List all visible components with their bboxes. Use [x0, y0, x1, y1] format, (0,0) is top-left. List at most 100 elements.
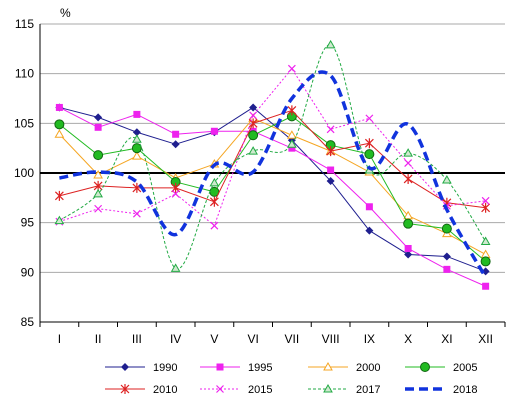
data-point-1995-IX — [365, 203, 373, 211]
data-point-2015-VII — [287, 64, 296, 73]
data-point-2015-IX — [365, 114, 374, 123]
data-point-2017-III — [132, 134, 142, 143]
data-point-2010-I — [54, 190, 64, 201]
data-point-2017-V — [209, 177, 220, 187]
series-line-2000 — [59, 117, 486, 255]
y-tick-label: 95 — [21, 216, 35, 230]
series-1995 — [55, 103, 490, 290]
data-point-2005-IX — [364, 149, 375, 160]
y-tick-label: 110 — [15, 67, 34, 81]
series-line-2005 — [59, 115, 486, 262]
data-point-2015-X — [404, 159, 413, 167]
data-point-2000-I — [54, 129, 65, 138]
legend-swatch-marker — [323, 361, 333, 371]
data-point-1995-VII — [288, 144, 296, 152]
data-point-1990-II — [94, 113, 103, 122]
data-point-2005-III — [131, 143, 142, 154]
series-2018 — [59, 70, 488, 279]
legend-swatch-marker — [216, 363, 224, 371]
data-point-2017-I — [54, 215, 65, 225]
series-line-2017 — [59, 44, 487, 269]
data-point-2015-XII — [481, 196, 490, 205]
data-point-2015-II — [94, 204, 103, 213]
x-tick-label: VIII — [322, 332, 340, 346]
x-tick-label: X — [404, 332, 412, 346]
data-point-1995-I — [55, 103, 63, 111]
legend-item-2017: 2017 — [308, 383, 380, 396]
data-point-2015-VIII — [326, 125, 335, 134]
data-point-2010-IX — [364, 138, 374, 149]
series-line-2018 — [59, 70, 488, 279]
data-point-2010-X — [403, 173, 413, 184]
series-line-2015 — [59, 68, 486, 227]
series-line-2010 — [59, 109, 486, 209]
y-tick-label: 115 — [15, 17, 34, 31]
data-point-1990-VI — [249, 103, 258, 112]
data-point-2017-VII — [287, 139, 297, 148]
legend-label: 2015 — [248, 384, 272, 396]
legend-item-2015: 2015 — [200, 384, 272, 396]
data-point-2005-I — [54, 119, 65, 130]
legend: 1990 1995 2000 2005 2010 2015 2017 2018 — [105, 361, 477, 396]
data-point-1995-V — [210, 127, 218, 135]
data-point-2005-II — [93, 150, 104, 161]
legend-item-2000: 2000 — [308, 361, 380, 374]
data-point-2017-XII — [480, 236, 491, 246]
legend-item-1990: 1990 — [105, 362, 177, 374]
legend-label: 1995 — [248, 362, 272, 374]
legend-item-2010: 2010 — [105, 384, 177, 396]
data-point-1995-III — [133, 110, 141, 118]
legend-swatch-marker — [216, 385, 224, 393]
data-point-1995-XII — [482, 282, 490, 290]
data-point-2017-II — [93, 188, 103, 198]
series-2010 — [54, 105, 491, 213]
y-tick-label: 105 — [14, 116, 34, 130]
x-tick-label: IX — [364, 332, 375, 346]
data-point-2017-IV — [170, 263, 181, 272]
x-tick-label: V — [210, 332, 218, 346]
x-tick-label: III — [132, 332, 142, 346]
data-point-2000-VII — [287, 130, 297, 139]
y-tick-label: 85 — [21, 315, 35, 329]
legend-swatch-marker — [420, 362, 430, 372]
data-point-2005-VI — [248, 130, 259, 141]
x-tick-label: VII — [285, 332, 300, 346]
data-point-1990-IV — [171, 140, 180, 149]
data-point-2017-XI — [442, 174, 452, 184]
series-line-1990 — [59, 106, 486, 272]
legend-item-1995: 1995 — [200, 362, 272, 374]
x-tick-label: II — [95, 332, 102, 346]
y-axis-unit-label: % — [60, 6, 71, 20]
x-tick-label: VI — [247, 332, 258, 346]
data-point-2015-IV — [171, 189, 180, 198]
data-point-1990-XI — [442, 252, 451, 261]
data-point-2017-VIII — [325, 39, 336, 49]
data-point-2010-VI — [248, 118, 258, 129]
x-tick-label: I — [58, 332, 61, 346]
data-point-2017-X — [403, 148, 413, 157]
legend-label: 2000 — [356, 362, 380, 374]
data-point-1990-VIII — [326, 176, 335, 185]
x-tick-label: XI — [441, 332, 452, 346]
y-tick-label: 100 — [14, 166, 34, 180]
data-point-2000-III — [132, 151, 142, 160]
data-point-2010-VII — [287, 105, 297, 116]
x-tick-label: IV — [170, 332, 181, 346]
y-tick-label: 90 — [21, 265, 35, 279]
data-point-2010-VIII — [326, 146, 336, 157]
legend-label: 1990 — [153, 362, 177, 374]
data-point-2017-VI — [248, 146, 258, 155]
data-point-1995-X — [404, 244, 412, 252]
legend-swatch-marker — [323, 383, 333, 393]
data-point-1990-III — [132, 128, 141, 137]
data-point-2005-XII — [480, 256, 491, 267]
data-point-1990-X — [404, 250, 413, 259]
data-point-2010-XII — [481, 202, 491, 213]
data-point-1990-IX — [365, 226, 374, 235]
legend-swatch-marker — [121, 363, 129, 371]
data-point-2015-V — [210, 221, 219, 230]
legend-swatch-marker — [120, 384, 130, 394]
data-point-2000-XII — [480, 249, 491, 258]
data-point-1995-II — [94, 123, 102, 131]
